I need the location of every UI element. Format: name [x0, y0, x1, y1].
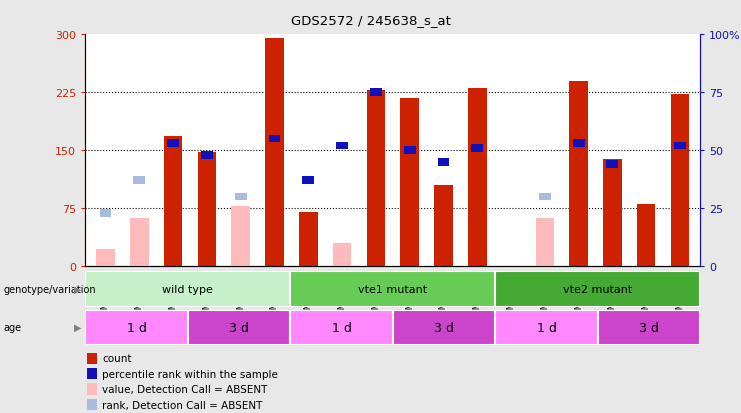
Bar — [671, 95, 689, 266]
Bar — [606, 161, 618, 169]
Bar — [96, 249, 115, 266]
Bar — [367, 90, 385, 266]
Bar — [437, 159, 449, 166]
Bar — [333, 243, 351, 266]
Text: GDS2572 / 245638_s_at: GDS2572 / 245638_s_at — [290, 14, 451, 27]
Text: value, Detection Call = ABSENT: value, Detection Call = ABSENT — [102, 384, 268, 394]
Bar — [290, 271, 495, 308]
Bar — [637, 205, 656, 266]
Bar — [302, 177, 314, 185]
Text: 3 d: 3 d — [229, 321, 249, 334]
Text: 1 d: 1 d — [331, 321, 351, 334]
Text: 3 d: 3 d — [639, 321, 659, 334]
Text: vte2 mutant: vte2 mutant — [563, 285, 632, 294]
Bar — [471, 145, 483, 152]
Bar — [130, 218, 149, 266]
Bar — [85, 310, 187, 345]
Text: wild type: wild type — [162, 285, 213, 294]
Text: percentile rank within the sample: percentile rank within the sample — [102, 369, 278, 379]
Bar — [370, 89, 382, 97]
Bar — [536, 218, 554, 266]
Bar — [187, 310, 290, 345]
Bar — [87, 368, 97, 380]
Bar — [404, 147, 416, 154]
Bar — [569, 81, 588, 266]
Text: vte1 mutant: vte1 mutant — [358, 285, 428, 294]
Bar — [393, 310, 495, 345]
Bar — [299, 212, 318, 266]
Text: 1 d: 1 d — [127, 321, 147, 334]
Bar — [164, 137, 182, 266]
Text: count: count — [102, 354, 131, 363]
Bar — [87, 383, 97, 395]
Bar — [674, 142, 686, 150]
Text: genotype/variation: genotype/variation — [4, 285, 96, 294]
Bar — [85, 271, 290, 308]
Text: ▶: ▶ — [74, 285, 82, 294]
Bar — [235, 193, 247, 201]
Bar — [268, 135, 280, 143]
Text: 1 d: 1 d — [536, 321, 556, 334]
Bar — [290, 310, 393, 345]
Text: rank, Detection Call = ABSENT: rank, Detection Call = ABSENT — [102, 399, 262, 410]
Text: ▶: ▶ — [74, 322, 82, 332]
Bar — [198, 152, 216, 266]
Bar — [133, 177, 145, 185]
Bar — [87, 399, 97, 410]
Bar — [87, 353, 97, 364]
Text: age: age — [4, 322, 21, 332]
Bar — [598, 310, 700, 345]
Bar — [468, 89, 487, 266]
Bar — [495, 271, 700, 308]
Bar — [400, 98, 419, 266]
Bar — [265, 39, 284, 266]
Bar — [539, 193, 551, 201]
Bar — [495, 310, 598, 345]
Bar — [434, 185, 453, 266]
Bar — [201, 152, 213, 159]
Bar — [231, 206, 250, 266]
Bar — [99, 209, 111, 217]
Bar — [603, 160, 622, 266]
Text: 3 d: 3 d — [434, 321, 454, 334]
Bar — [336, 142, 348, 150]
Bar — [573, 140, 585, 148]
Bar — [167, 140, 179, 148]
